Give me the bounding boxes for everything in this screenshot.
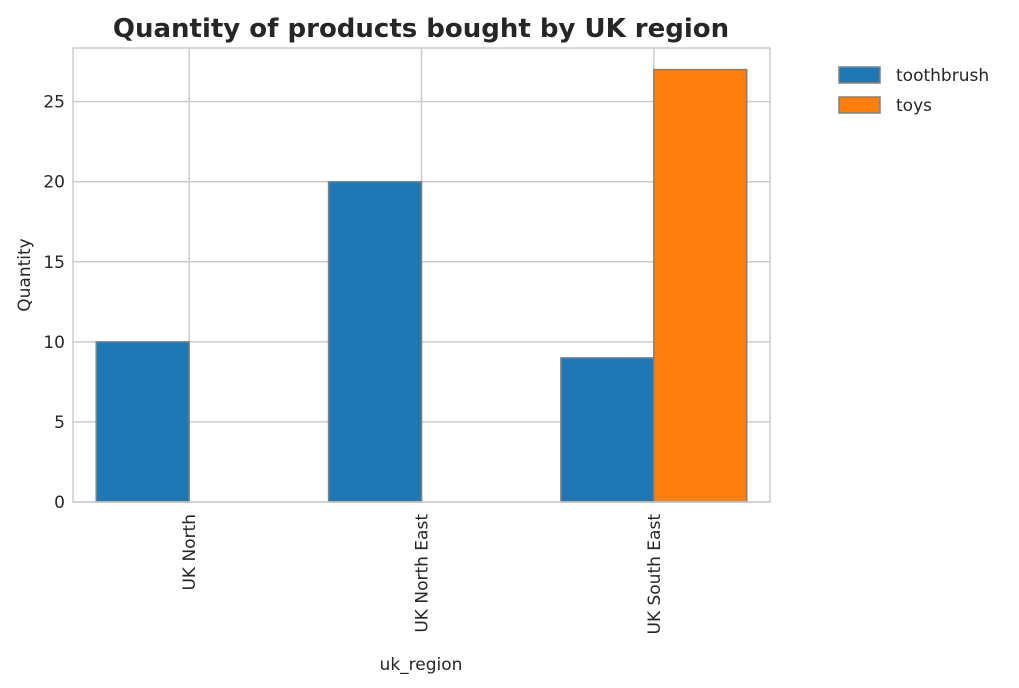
x-tick-label: UK North — [180, 514, 200, 591]
bar-toys — [653, 68, 748, 503]
bars — [95, 68, 748, 503]
y-tick-label: 5 — [54, 413, 65, 433]
bar-toothbrush — [560, 357, 655, 503]
legend-swatch-toothbrush — [838, 66, 881, 84]
chart-title: Quantity of products bought by UK region — [113, 14, 729, 44]
y-tick-label: 0 — [54, 493, 65, 513]
bar-toothbrush — [327, 180, 423, 503]
y-tick-label: 15 — [43, 253, 65, 273]
plot-frame — [72, 47, 771, 503]
x-tick-label: UK North East — [413, 514, 433, 633]
x-axis-label: uk_region — [380, 655, 463, 675]
legend-swatch-toys — [838, 96, 881, 114]
x-tick-label: UK South East — [645, 514, 665, 635]
y-tick-label: 25 — [43, 93, 65, 113]
x-tick-labels: UK North UK North East UK South East — [180, 514, 665, 635]
legend-label: toys — [896, 96, 932, 116]
y-tick-label: 20 — [43, 173, 65, 193]
bar-toothbrush — [95, 341, 190, 503]
legend-label: toothbrush — [896, 66, 989, 86]
y-axis-label: Quantity — [15, 238, 35, 311]
y-tick-label: 10 — [43, 333, 65, 353]
legend: toothbrush toys — [838, 66, 989, 116]
y-tick-labels: 0 5 10 15 20 25 — [43, 93, 65, 513]
